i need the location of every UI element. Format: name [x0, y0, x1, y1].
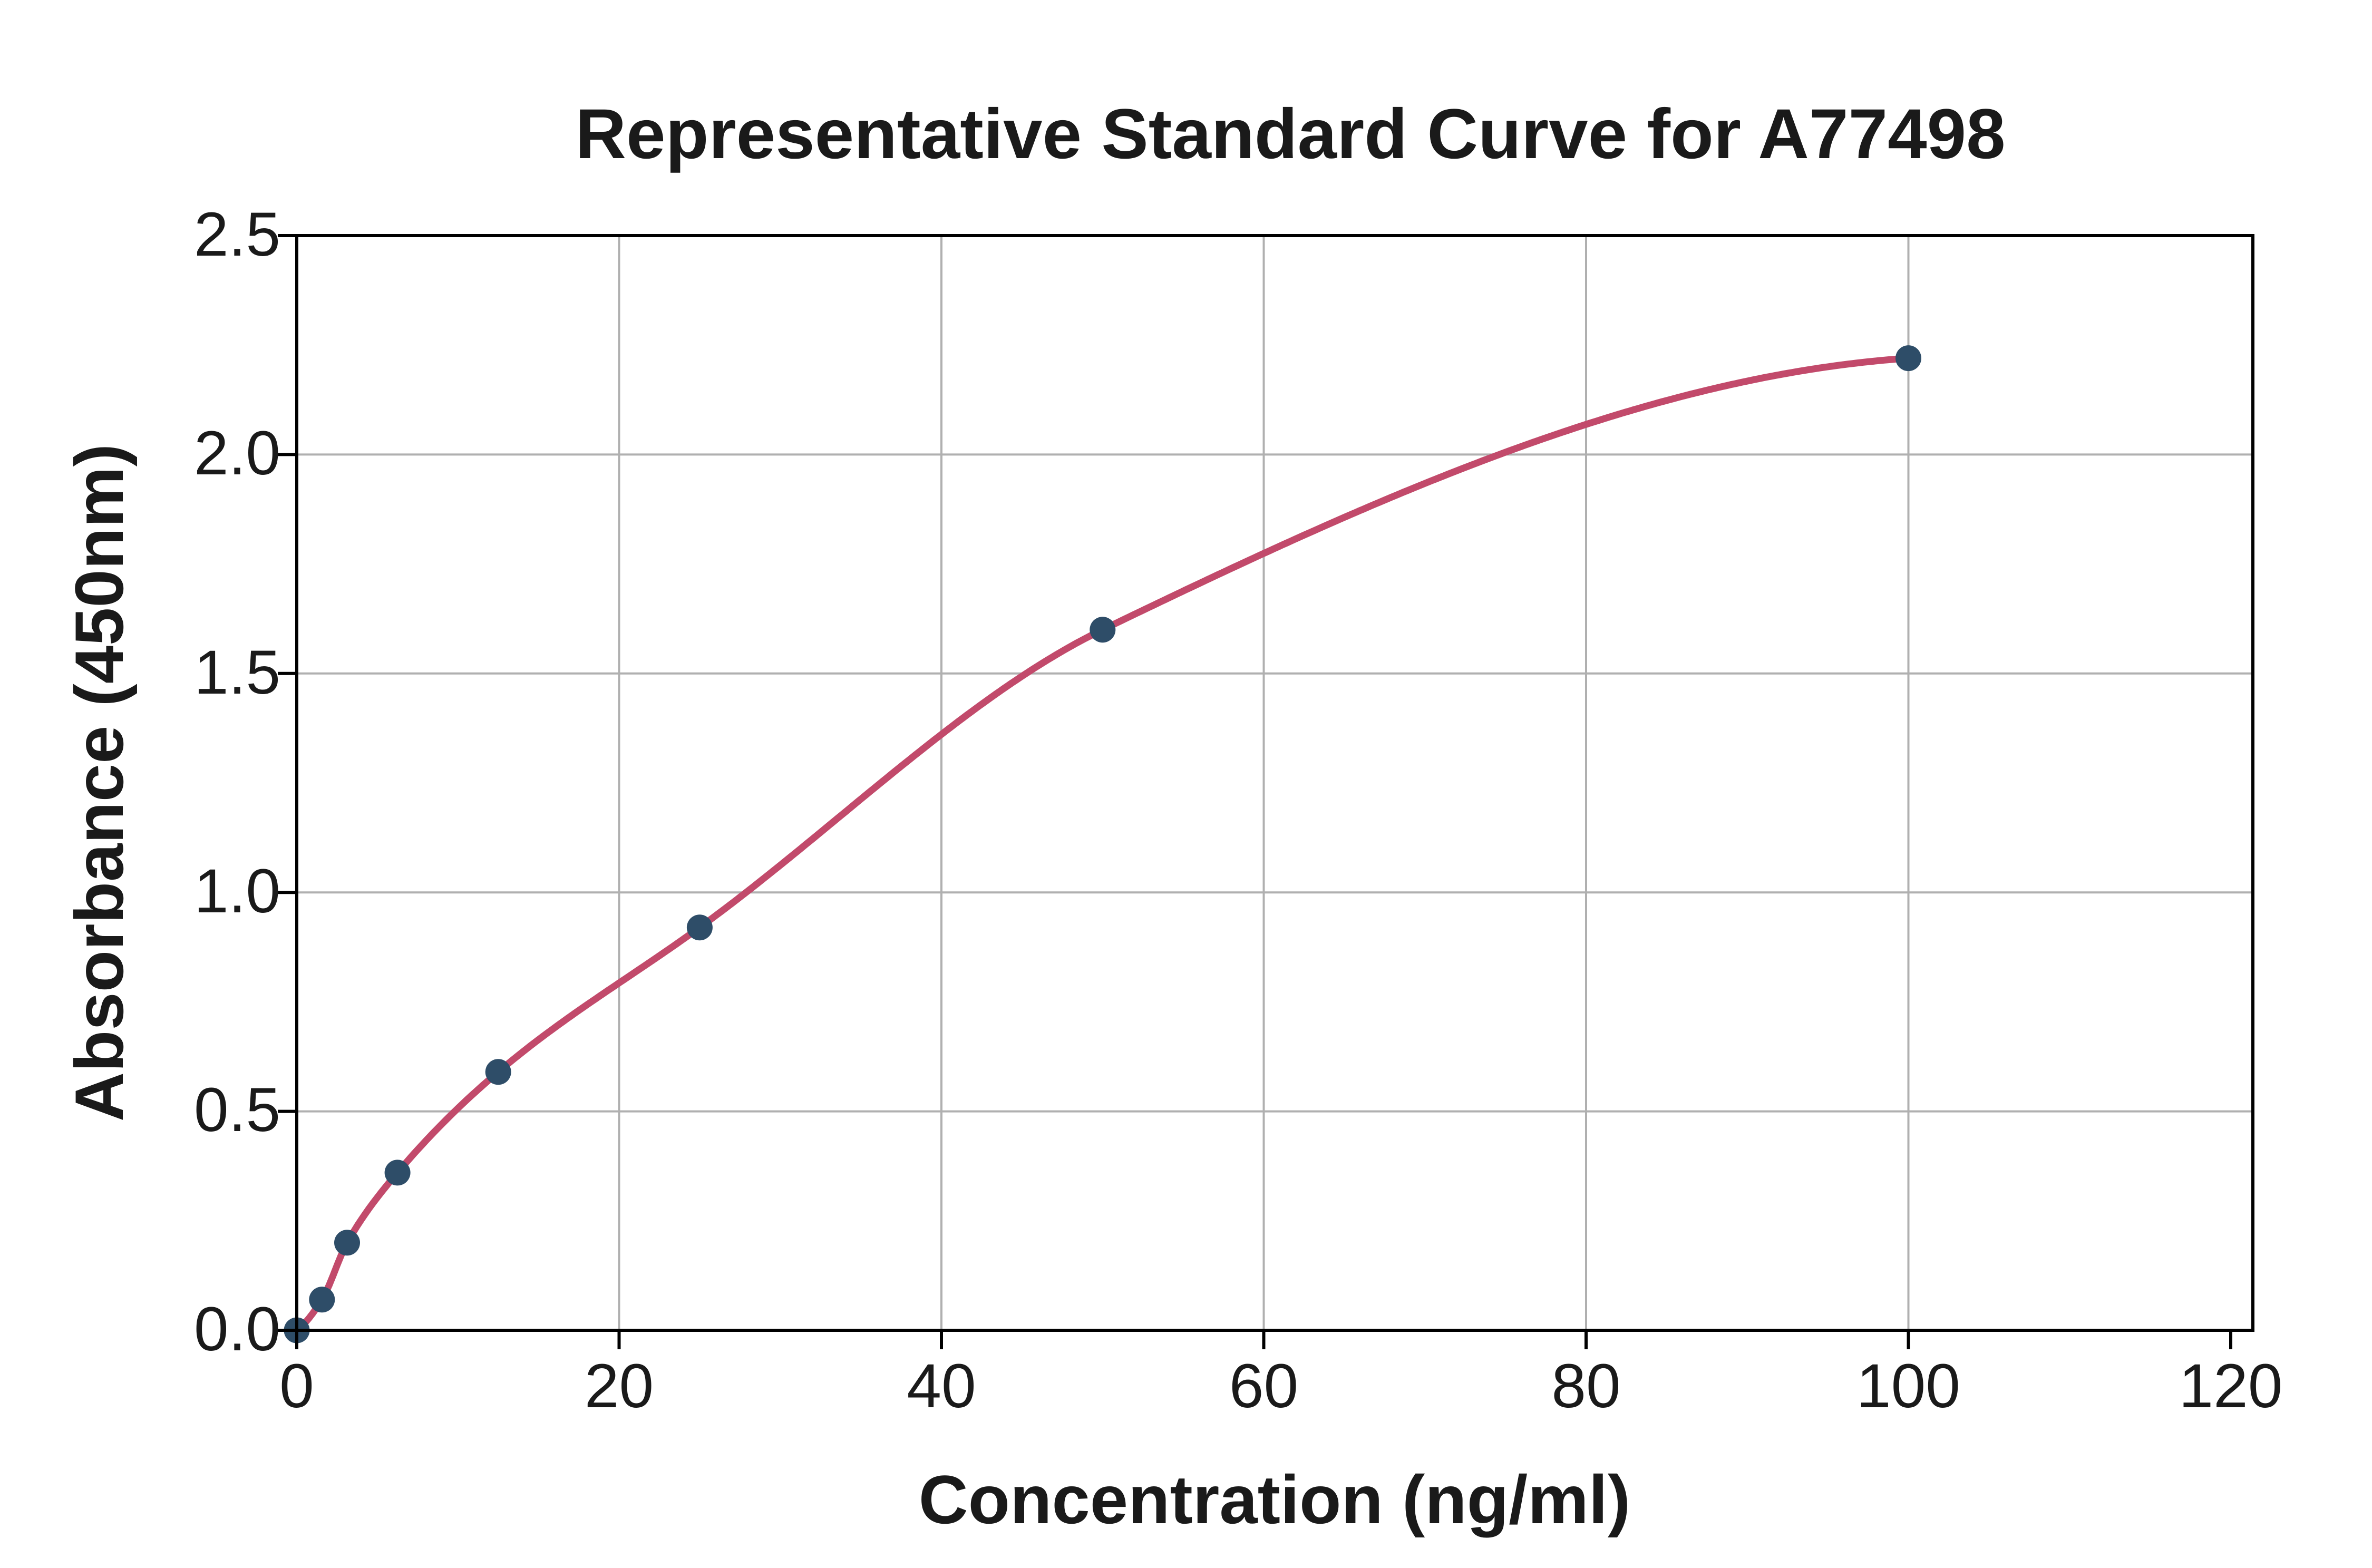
svg-text:1.0: 1.0: [194, 856, 280, 926]
svg-text:1.5: 1.5: [194, 638, 280, 707]
svg-text:80: 80: [1551, 1351, 1620, 1421]
svg-text:0.5: 0.5: [194, 1075, 280, 1145]
svg-text:20: 20: [585, 1351, 654, 1421]
svg-text:2.0: 2.0: [194, 418, 280, 488]
svg-text:40: 40: [907, 1351, 976, 1421]
svg-text:60: 60: [1229, 1351, 1298, 1421]
svg-text:2.5: 2.5: [194, 200, 280, 269]
svg-text:100: 100: [1856, 1351, 1960, 1421]
svg-text:Absorbance (450nm): Absorbance (450nm): [61, 444, 138, 1122]
svg-text:120: 120: [2179, 1351, 2283, 1421]
svg-text:0: 0: [279, 1351, 314, 1421]
svg-text:0.0: 0.0: [194, 1294, 280, 1364]
svg-text:Representative Standard Curve: Representative Standard Curve for A77498: [575, 95, 2005, 173]
svg-text:Concentration (ng/ml): Concentration (ng/ml): [919, 1461, 1630, 1538]
